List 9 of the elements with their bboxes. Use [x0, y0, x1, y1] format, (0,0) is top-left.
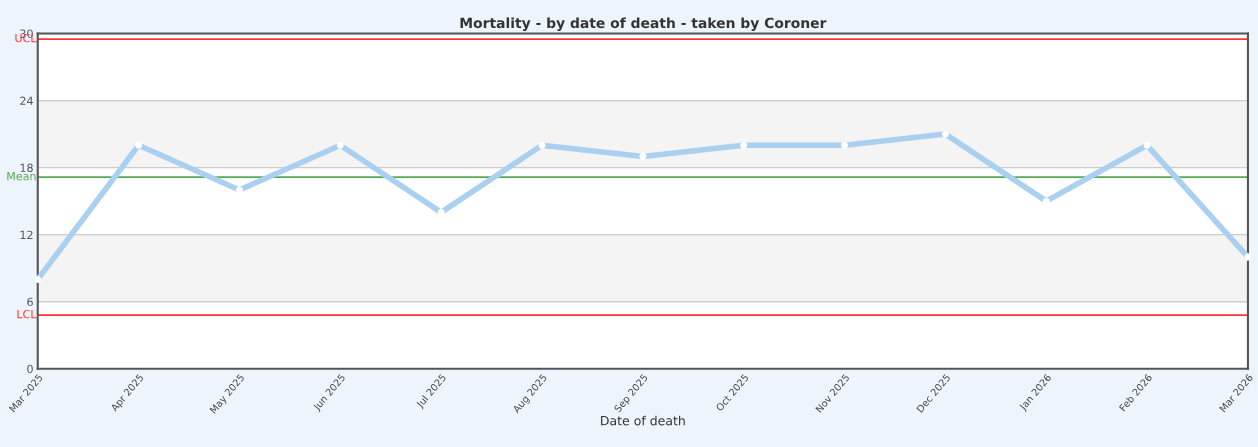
y-tick-label: 18 [20, 163, 33, 172]
ref-line-label: LCL [17, 309, 37, 319]
y-tick-label: 12 [20, 230, 33, 239]
ref-line-label: Mean [7, 172, 36, 181]
y-tick-label: 24 [20, 96, 33, 105]
x-axis-title: Date of death [601, 415, 685, 426]
chart-title: Mortality - by date of death - taken by Coroner [460, 17, 827, 31]
y-tick-label: 0 [27, 364, 33, 374]
y-tick-label: 6 [27, 297, 33, 307]
